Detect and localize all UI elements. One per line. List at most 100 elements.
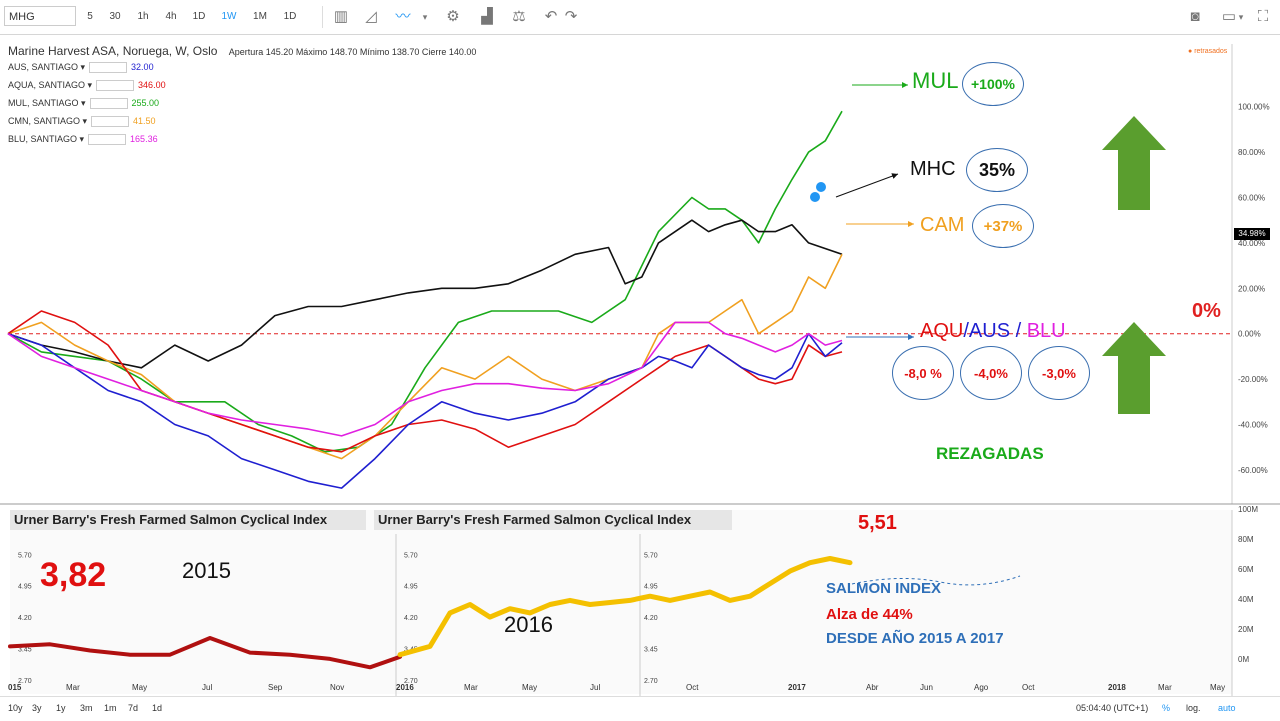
timeframe-10y[interactable]: 10y bbox=[8, 703, 23, 713]
legend-row[interactable]: AUS, SANTIAGO ▾ 32.00 bbox=[8, 58, 476, 76]
mhc-arrow bbox=[835, 173, 899, 198]
annotation-arrows bbox=[810, 82, 1166, 414]
y-tick-label: 80.00% bbox=[1238, 148, 1265, 157]
indicators-icon[interactable]: ▟ bbox=[481, 8, 493, 25]
chevron-down-icon[interactable]: ▾ bbox=[1238, 12, 1244, 22]
mul-label: MUL bbox=[912, 68, 959, 93]
legend-row[interactable]: BLU, SANTIAGO ▾ 165.36 bbox=[8, 130, 476, 148]
area-chart-icon[interactable]: ◿ bbox=[365, 8, 377, 25]
legend-row-controls[interactable] bbox=[88, 134, 127, 146]
y-tick-label: -40.00% bbox=[1238, 421, 1268, 430]
x-tick-label: Jun bbox=[920, 683, 933, 692]
symbol-input[interactable]: MHG bbox=[4, 6, 76, 26]
x-tick-label: Abr bbox=[866, 683, 879, 692]
series-line-mul bbox=[7, 110, 843, 453]
index-left-tick: 3.45 bbox=[644, 646, 658, 653]
salmon-rise-text: Alza de 44% bbox=[826, 606, 913, 623]
aqu-aus-blu-label: AQU/AUS / BLU bbox=[920, 320, 1066, 342]
timeframe-1y[interactable]: 1y bbox=[56, 703, 66, 713]
gear-icon[interactable]: ⚙ bbox=[446, 8, 460, 25]
legend: Marine Harvest ASA, Noruega, W, Oslo Ape… bbox=[8, 44, 476, 148]
chevron-down-icon[interactable]: ▾ bbox=[422, 12, 428, 22]
legend-row-value: 346.00 bbox=[138, 80, 166, 90]
x-tick-label: 2017 bbox=[788, 683, 806, 692]
interval-1m[interactable]: 1M bbox=[253, 11, 267, 22]
legend-row-controls[interactable] bbox=[89, 62, 128, 74]
legend-row-controls[interactable] bbox=[89, 98, 128, 110]
interval-5[interactable]: 5 bbox=[87, 11, 93, 22]
index-left-tick: 5.70 bbox=[404, 552, 418, 559]
x-tick-label: Mar bbox=[66, 683, 80, 692]
index-left-tick: 5.70 bbox=[644, 552, 658, 559]
index-left-tick: 2.70 bbox=[644, 678, 658, 685]
x-tick-label: May bbox=[1210, 683, 1225, 692]
line-chart-icon[interactable]: 〰 bbox=[395, 8, 411, 25]
blu-pct-circle: -3,0% bbox=[1028, 346, 1090, 400]
interval-custom[interactable]: 1D bbox=[283, 11, 297, 22]
percent-toggle[interactable]: % bbox=[1162, 703, 1171, 713]
interval-4h[interactable]: 4h bbox=[165, 11, 177, 22]
main-symbol-label: Marine Harvest ASA, Noruega, W, Oslo bbox=[8, 44, 218, 58]
index-left-tick: 2.70 bbox=[404, 678, 418, 685]
timeframe-3y[interactable]: 3y bbox=[32, 703, 42, 713]
x-tick-label: Mar bbox=[1158, 683, 1172, 692]
timeframe-3m[interactable]: 3m bbox=[80, 703, 93, 713]
series-line-blu bbox=[7, 321, 843, 437]
legend-row-value: 165.36 bbox=[130, 134, 158, 144]
index-series-2016 bbox=[397, 556, 853, 658]
legend-row-label: BLU, SANTIAGO ▾ bbox=[8, 134, 85, 144]
auto-toggle[interactable]: auto bbox=[1218, 703, 1236, 713]
fullscreen-icon[interactable]: ⛶ bbox=[1257, 8, 1269, 25]
log-toggle[interactable]: log. bbox=[1186, 703, 1201, 713]
index-value-2017: 5,51 bbox=[858, 512, 897, 534]
interval-30[interactable]: 30 bbox=[109, 11, 121, 22]
camera-icon[interactable]: ◙ bbox=[1190, 8, 1200, 25]
legend-row-label: AQUA, SANTIAGO ▾ bbox=[8, 80, 93, 90]
index-right-tick: 0M bbox=[1238, 655, 1249, 664]
series-line-aus bbox=[7, 332, 843, 489]
legend-row[interactable]: MUL, SANTIAGO ▾ 255.00 bbox=[8, 94, 476, 112]
year-2016-label: 2016 bbox=[504, 612, 553, 637]
index-title-1: Urner Barry's Fresh Farmed Salmon Cyclic… bbox=[10, 510, 366, 530]
index-series-2015 bbox=[8, 636, 402, 670]
undo-icon[interactable]: ↶ bbox=[544, 8, 558, 25]
index-left-tick: 4.95 bbox=[18, 584, 32, 591]
index-right-tick: 40M bbox=[1238, 595, 1254, 604]
salmon-range-text: DESDE AÑO 2015 A 2017 bbox=[826, 630, 1004, 647]
legend-row[interactable]: AQUA, SANTIAGO ▾ 346.00 bbox=[8, 76, 476, 94]
legend-row-value: 32.00 bbox=[131, 62, 154, 72]
x-tick-label: 015 bbox=[8, 683, 22, 692]
index-left-tick: 3.45 bbox=[18, 646, 32, 653]
interval-1h[interactable]: 1h bbox=[137, 11, 149, 22]
index-right-tick: 80M bbox=[1238, 535, 1254, 544]
layout-icon[interactable]: ▭ bbox=[1221, 8, 1237, 25]
legend-row-controls[interactable] bbox=[96, 80, 135, 92]
index-left-tick: 2.70 bbox=[18, 678, 32, 685]
index-value-2015: 3,82 bbox=[40, 556, 107, 594]
main-series bbox=[7, 110, 843, 489]
rezagadas-label: REZAGADAS bbox=[936, 444, 1044, 463]
index-right-tick: 60M bbox=[1238, 565, 1254, 574]
legend-row-controls[interactable] bbox=[91, 116, 130, 128]
interval-1w[interactable]: 1W bbox=[221, 11, 237, 22]
interval-1d[interactable]: 1D bbox=[192, 11, 206, 22]
x-tick-label: Mar bbox=[464, 683, 478, 692]
timeframe-7d[interactable]: 7d bbox=[128, 703, 139, 713]
y-tick-label: 60.00% bbox=[1238, 194, 1265, 203]
candles-icon[interactable]: ▥ bbox=[333, 8, 349, 25]
compare-icon[interactable]: ⚖ bbox=[512, 8, 526, 25]
ohlc-values: Apertura 145.20 Máximo 148.70 Mínimo 138… bbox=[228, 47, 477, 57]
legend-row-label: CMN, SANTIAGO ▾ bbox=[8, 116, 88, 126]
x-tick-label: Oct bbox=[1022, 683, 1035, 692]
toolbar-divider bbox=[322, 6, 323, 28]
up-arrow-bottom-icon bbox=[1102, 322, 1166, 414]
legend-row-value: 255.00 bbox=[131, 98, 160, 108]
timeframe-1m[interactable]: 1m bbox=[104, 703, 117, 713]
legend-row[interactable]: CMN, SANTIAGO ▾ 41.50 bbox=[8, 112, 476, 130]
redo-icon[interactable]: ↷ bbox=[564, 8, 578, 25]
y-tick-label: 20.00% bbox=[1238, 284, 1265, 293]
x-tick-label: Oct bbox=[686, 683, 699, 692]
timeframe-1d[interactable]: 1d bbox=[152, 703, 163, 713]
last-value-label: 34.98% bbox=[1234, 228, 1270, 240]
aqu-pct-circle: -8,0 % bbox=[892, 346, 954, 400]
